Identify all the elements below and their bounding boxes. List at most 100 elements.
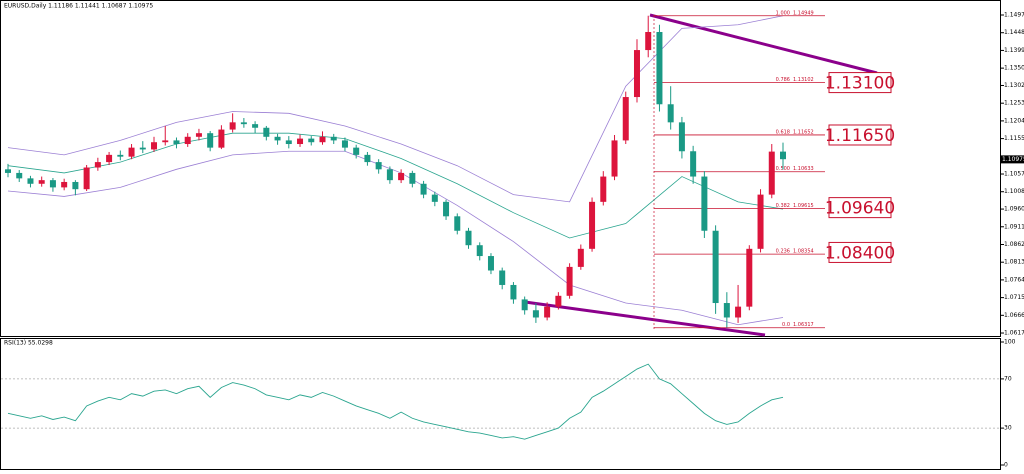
candle-body — [27, 178, 34, 184]
rsi-tick-label: 70 — [1004, 375, 1012, 382]
candle-body — [195, 133, 202, 137]
y-tick-label: 1.14480 — [1004, 29, 1024, 36]
candle-body — [465, 230, 472, 246]
candle-body — [420, 183, 427, 195]
candle-body — [544, 306, 551, 318]
candle-body — [398, 172, 405, 181]
level-label: 1.09640 — [825, 199, 895, 219]
candle-body — [409, 172, 416, 184]
candle-body — [600, 176, 607, 202]
y-tick-label: 1.13500 — [1004, 65, 1024, 72]
candle-body — [61, 181, 68, 188]
rsi-tick-label: 0 — [1004, 462, 1008, 469]
fib-price: 1.09615 — [793, 203, 814, 209]
candle-body — [701, 176, 708, 231]
level-box — [828, 72, 892, 94]
candle-body — [780, 151, 786, 160]
candle-body — [252, 124, 259, 128]
candle-body — [487, 256, 494, 271]
candle-body — [49, 180, 56, 188]
candle-body — [285, 140, 292, 145]
candle-body — [375, 162, 382, 170]
fib-ratio: 1.000 — [776, 10, 790, 16]
fib-price: 1.08354 — [793, 249, 814, 255]
candle-body — [173, 140, 180, 145]
candle-body — [712, 230, 719, 304]
candle-body — [386, 169, 393, 181]
trend-line — [524, 300, 766, 337]
candle-body — [757, 194, 764, 249]
candle-body — [611, 140, 618, 177]
price-pane — [0, 0, 1001, 337]
candle-body — [83, 167, 90, 190]
candle-body — [341, 140, 348, 148]
level-box — [828, 124, 892, 146]
y-tick-label: 1.09110 — [1004, 223, 1024, 230]
candle-body — [38, 180, 45, 184]
candle-body — [476, 245, 483, 257]
candle-body — [330, 136, 337, 141]
candle-body — [117, 154, 124, 157]
y-tick-label: 1.08620 — [1004, 241, 1024, 248]
y-tick-label: 1.06660 — [1004, 312, 1024, 319]
fib-ratio: 0.236 — [776, 249, 790, 255]
level-box — [828, 197, 892, 219]
candle-body — [735, 306, 742, 318]
y-tick-label: 1.08130 — [1004, 259, 1024, 266]
candle-body — [454, 216, 461, 231]
fib-price: 1.11652 — [793, 129, 814, 135]
band-line — [7, 15, 784, 203]
candle-body — [139, 147, 146, 150]
candle-body — [678, 122, 685, 152]
candle-body — [510, 284, 517, 300]
candle-body — [690, 151, 697, 177]
level-label: 1.08400 — [825, 243, 895, 263]
fib-price: 1.10633 — [793, 166, 814, 172]
candle-body — [667, 104, 674, 123]
candle-body — [768, 151, 775, 195]
candle-body — [723, 303, 730, 318]
candle-body — [364, 154, 371, 163]
candle-body — [645, 31, 652, 51]
band-line — [7, 150, 784, 326]
rsi-line — [7, 363, 784, 440]
candle-body — [308, 138, 315, 143]
candle-body — [622, 97, 629, 141]
candle-body — [532, 310, 539, 318]
candle-body — [431, 194, 438, 202]
current-price-box — [1001, 155, 1024, 164]
fibonacci: 1.0001.149490.7861.131020.6181.116520.50… — [654, 10, 825, 328]
band-line — [7, 132, 784, 239]
candle-body — [499, 270, 506, 285]
level-label: 1.11650 — [825, 126, 895, 146]
rsi-title: RSI(13) 55.0298 — [4, 340, 53, 347]
y-tick-label: 1.07640 — [1004, 276, 1024, 283]
candle-body — [656, 31, 663, 105]
candle-body — [577, 248, 584, 267]
fib-ratio: 0.618 — [776, 129, 790, 135]
candle-body — [521, 299, 528, 311]
fib-ratio: 0.382 — [776, 203, 790, 209]
y-tick-label: 1.11550 — [1004, 135, 1024, 142]
candle-body — [297, 138, 304, 145]
candle-body — [16, 172, 23, 179]
candle-body — [229, 122, 236, 130]
candle-body — [443, 201, 450, 217]
y-tick-label: 1.07150 — [1004, 294, 1024, 301]
candle-body — [207, 133, 214, 148]
candle-body — [162, 140, 169, 143]
candle-body — [633, 50, 640, 98]
level-box — [828, 241, 892, 263]
y-tick-label: 1.10080 — [1004, 188, 1024, 195]
candle-body — [128, 147, 135, 157]
candle-body — [263, 127, 270, 137]
trend-line — [649, 13, 878, 75]
chart-title: EURUSD,Daily 1.11186 1.11441 1.10687 1.1… — [4, 3, 153, 10]
candle-body — [353, 147, 360, 155]
candle-body — [184, 136, 191, 145]
level-label: 1.13100 — [825, 74, 895, 94]
y-tick-label: 1.13990 — [1004, 47, 1024, 54]
y-tick-label: 1.06170 — [1004, 330, 1024, 337]
fib-price: 1.13102 — [793, 77, 814, 83]
